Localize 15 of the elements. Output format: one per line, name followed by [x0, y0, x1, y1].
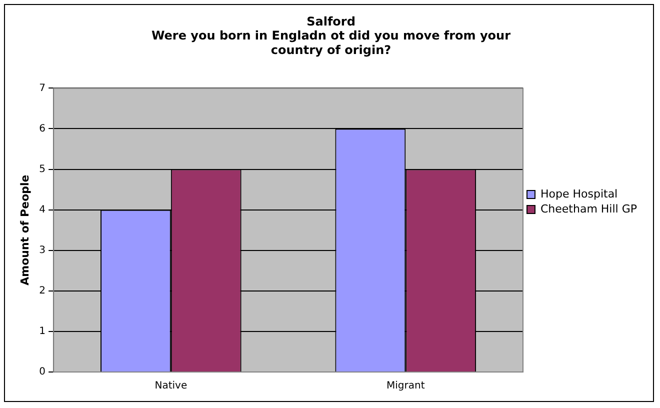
y-tick-label: 3	[39, 244, 46, 256]
y-tick-label: 6	[39, 123, 46, 134]
y-tick-label: 7	[39, 82, 46, 94]
x-tick-label: Migrant	[386, 380, 425, 392]
chart-title: Salford	[306, 14, 356, 28]
y-tick-label: 4	[39, 204, 46, 216]
y-tick-label: 1	[39, 326, 46, 338]
y-tick-label: 0	[39, 366, 46, 378]
y-tick-label: 2	[39, 286, 46, 297]
y-tick-label: 5	[39, 164, 46, 175]
x-tick-label: Native	[154, 380, 188, 392]
legend-label: Cheetham Hill GP	[540, 202, 638, 216]
y-axis-title: Amount of People	[18, 174, 32, 286]
legend-label: Hope Hospital	[540, 187, 618, 200]
chart-subtitle: Were you born in Engladn ot did you move from your country of origin?	[151, 28, 511, 58]
